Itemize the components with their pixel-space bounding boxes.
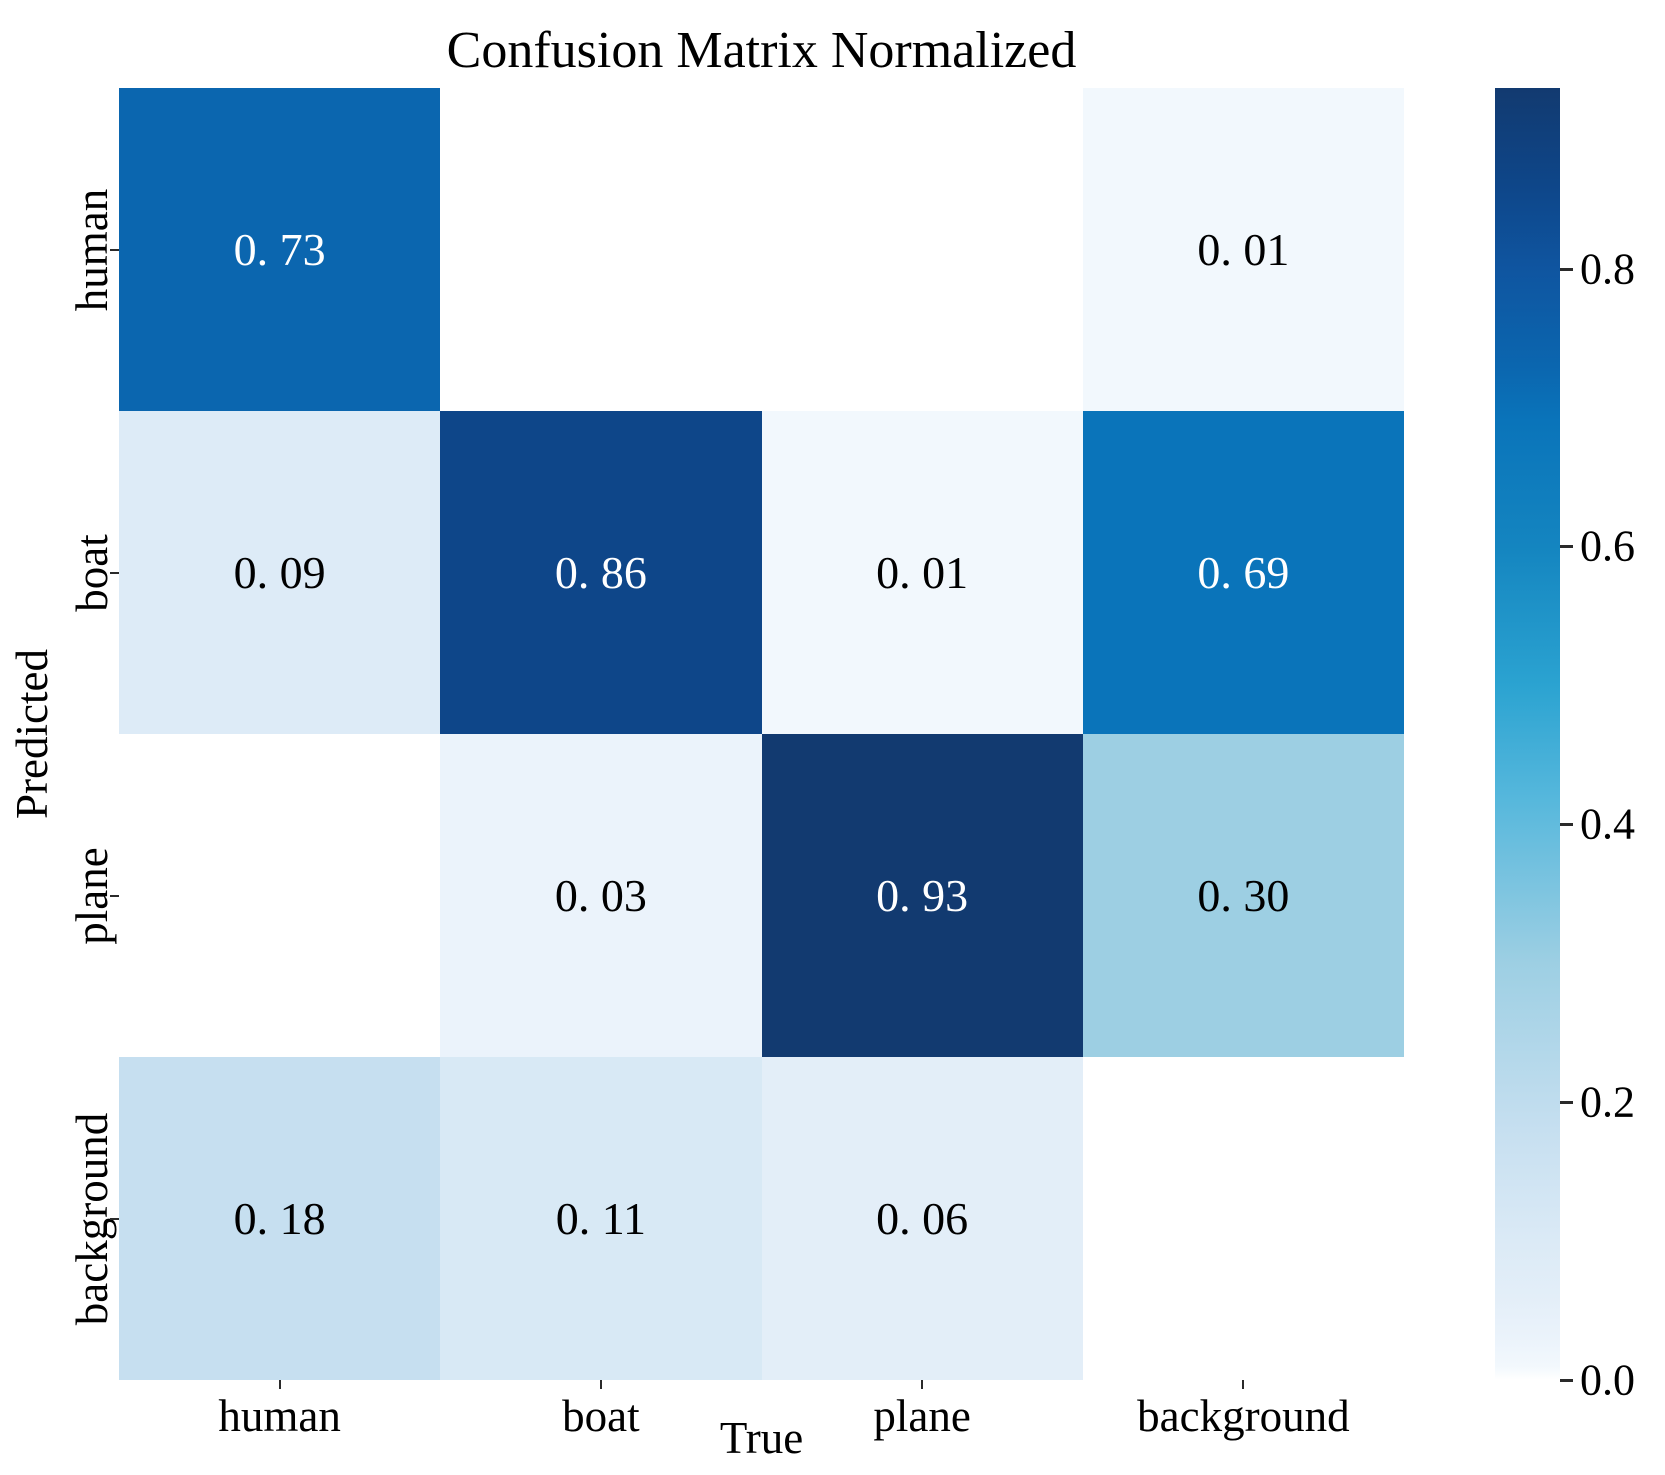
- colorbar-tick-label-0.0: 0.0: [1580, 1355, 1635, 1405]
- colorbar-tick-label-0.4: 0.4: [1580, 799, 1635, 849]
- y-tick-mark-plane: [110, 894, 119, 897]
- colorbar-tick-mark-0.8: [1560, 267, 1573, 271]
- x-tick-label-plane: plane: [873, 1391, 971, 1441]
- colorbar-tick-label-0.6: 0.6: [1580, 521, 1635, 571]
- x-tick-label-background: background: [1137, 1391, 1350, 1441]
- x-tick-label-boat: boat: [562, 1391, 640, 1441]
- y-tick-mark-human: [110, 248, 119, 251]
- heatmap-cell-boat-plane: 0. 01: [761, 411, 1083, 734]
- heatmap-cell-background-boat: 0. 11: [440, 1057, 762, 1380]
- heatmap-cell-background-plane: 0. 06: [761, 1057, 1083, 1380]
- heatmap-cell-boat-human: 0. 09: [119, 411, 441, 734]
- heatmap-cell-human-human: 0. 73: [119, 88, 441, 411]
- heatmap-cell-plane-plane: 0. 93: [761, 734, 1083, 1057]
- heatmap-cell-plane-human: [119, 734, 441, 1057]
- colorbar-tick-mark-0.6: [1560, 545, 1573, 549]
- colorbar-tick-mark-0.0: [1560, 1379, 1573, 1382]
- heatmap-cell-boat-background: 0. 69: [1082, 411, 1404, 734]
- y-axis-label-predicted: Predicted: [7, 649, 57, 819]
- heatmap-cell-plane-background: 0. 30: [1082, 734, 1404, 1057]
- x-tick-label-human: human: [218, 1391, 341, 1441]
- x-tick-mark-plane: [921, 1380, 924, 1389]
- y-tick-mark-boat: [110, 571, 119, 574]
- heatmap-cell-human-boat: [440, 88, 762, 411]
- colorbar-tick-mark-0.2: [1560, 1101, 1573, 1105]
- heatmap-cell-plane-boat: 0. 03: [440, 734, 762, 1057]
- heatmap-grid: 0. 73 0. 01 0. 09 0. 86 0. 01 0. 69 0. 03 0. 93…: [119, 88, 1404, 1380]
- heatmap-cell-boat-boat: 0. 86: [440, 411, 762, 734]
- heatmap-cell-background-human: 0. 18: [119, 1057, 441, 1380]
- colorbar-tick-label-0.8: 0.8: [1580, 244, 1635, 294]
- colorbar-tick-mark-0.4: [1560, 823, 1573, 827]
- y-tick-mark-background: [110, 1217, 119, 1220]
- x-tick-mark-background: [1242, 1380, 1245, 1389]
- heatmap-cell-human-plane: [761, 88, 1083, 411]
- x-tick-mark-boat: [599, 1380, 602, 1389]
- x-tick-mark-human: [278, 1380, 281, 1389]
- heatmap-cell-human-background: 0. 01: [1082, 88, 1404, 411]
- x-axis-label-true: True: [719, 1413, 804, 1463]
- heatmap-cell-background-background: [1082, 1057, 1404, 1380]
- colorbar-tick-label-0.2: 0.2: [1580, 1077, 1635, 1127]
- chart-title: Confusion Matrix Normalized: [446, 22, 1077, 79]
- colorbar: [1495, 88, 1560, 1380]
